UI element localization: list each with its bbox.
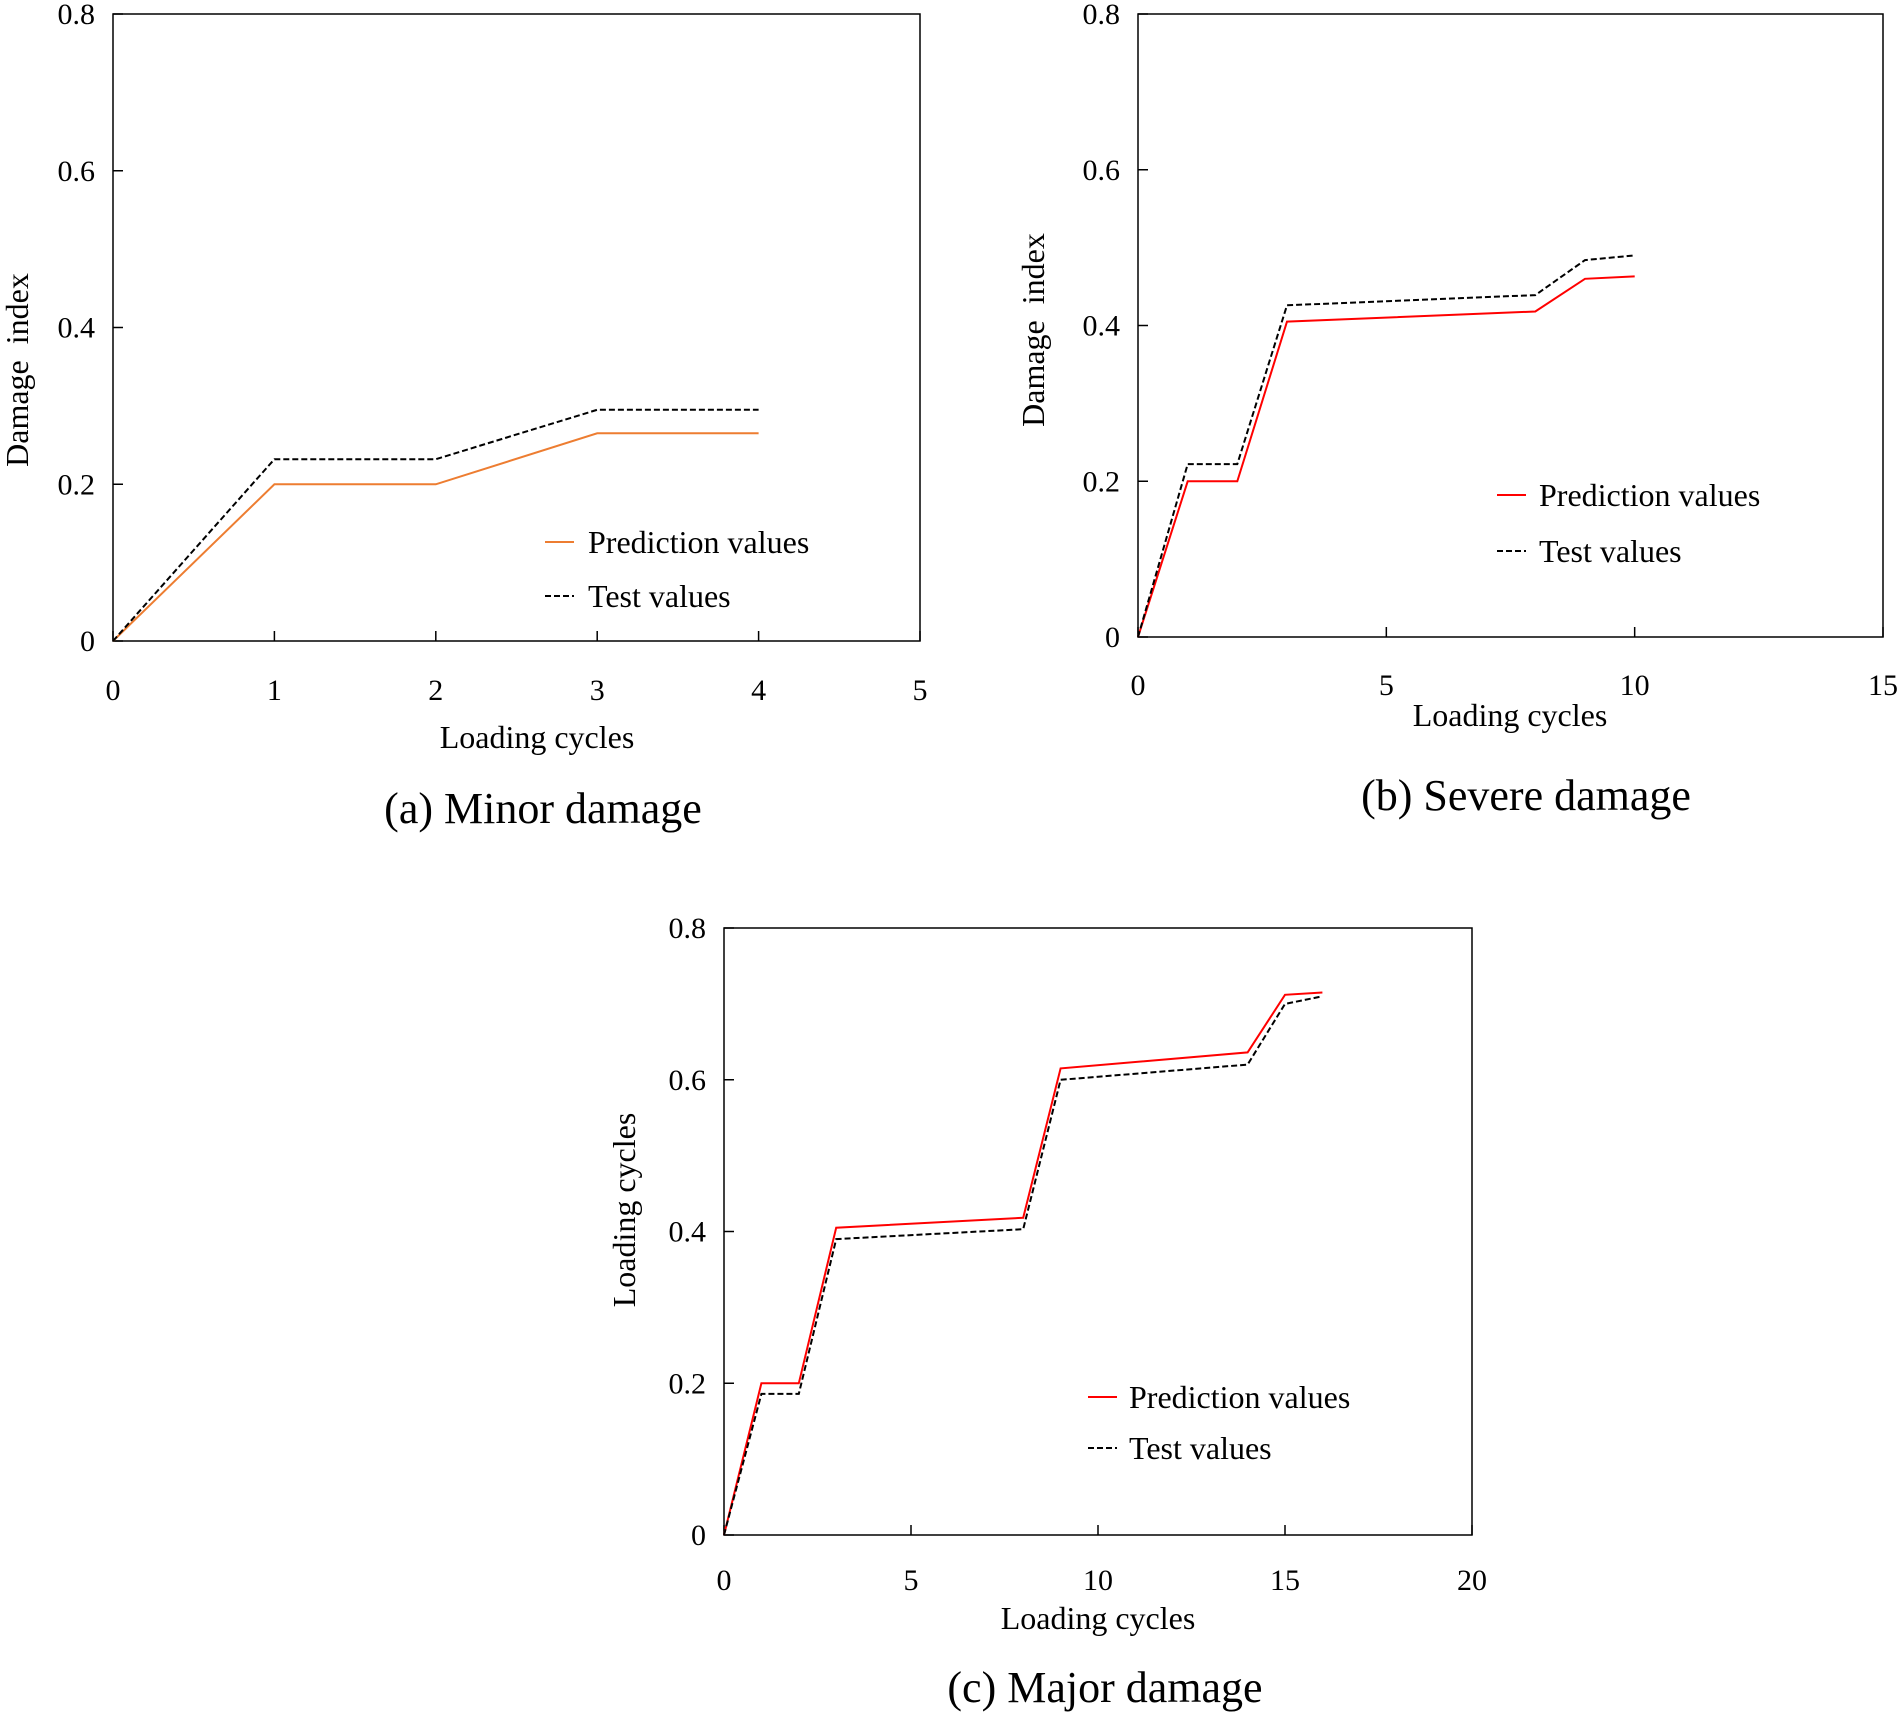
legend: Prediction values Test values (545, 524, 809, 614)
x-tick-label: 0 (717, 1564, 732, 1597)
y-tick-label: 0.6 (1083, 154, 1121, 187)
x-tick-label: 5 (913, 674, 928, 707)
legend: Prediction values Test values (1497, 477, 1760, 569)
legend-label-prediction: Prediction values (588, 524, 809, 560)
x-axis-label: Loading cycles (1413, 697, 1608, 733)
y-tick-label: 0 (1105, 621, 1120, 654)
y-tick-label: 0.2 (58, 468, 96, 501)
chart-caption: (c) Major damage (947, 1663, 1262, 1712)
x-tick-label: 2 (428, 674, 443, 707)
y-tick-label: 0.4 (58, 312, 96, 345)
x-tick-label: 1 (267, 674, 282, 707)
x-tick-label: 5 (1379, 669, 1394, 702)
series-line-prediction (723, 991, 1323, 1536)
y-tick-label: 0.2 (1083, 465, 1121, 498)
y-axis-label: Damage index (1015, 233, 1051, 427)
y-tick-label: 0.8 (1083, 0, 1121, 31)
y-tick-label: 0.6 (669, 1064, 707, 1097)
x-tick-label: 4 (751, 674, 766, 707)
legend-label-prediction: Prediction values (1539, 477, 1760, 513)
series-line-test (1137, 254, 1635, 638)
y-tick-label: 0.2 (669, 1367, 707, 1400)
x-tick-label: 5 (904, 1564, 919, 1597)
y-axis-label: Loading cycles (606, 1113, 642, 1308)
chart-caption: (b) Severe damage (1361, 771, 1691, 820)
y-tick-label: 0.6 (58, 155, 96, 188)
y-tick-label: 0.8 (58, 0, 96, 31)
x-tick-label: 15 (1868, 669, 1898, 702)
x-tick-label: 3 (590, 674, 605, 707)
y-tick-label: 0.4 (669, 1216, 707, 1249)
chart-panel-1: 0 5 10 15 0 0.2 0.4 0.6 0.8 Loading cycles Damage … (1015, 0, 1898, 820)
x-tick-label: 10 (1620, 669, 1650, 702)
chart-panel-2: 0 5 10 15 20 0 0.2 0.4 0.6 0.8 Loading cycles Loadi… (606, 912, 1487, 1712)
x-tick-label: 0 (106, 674, 121, 707)
chart-panel-0: 0 1 2 3 4 5 0 0.2 0.4 0.6 0.8 Loading cycles Damage … (0, 0, 928, 833)
x-tick-label: 10 (1083, 1564, 1113, 1597)
legend-label-prediction: Prediction values (1129, 1379, 1350, 1415)
legend-label-test: Test values (1129, 1430, 1272, 1466)
chart-caption: (a) Minor damage (384, 784, 702, 833)
y-tick-label: 0.8 (669, 912, 707, 945)
x-tick-label: 20 (1457, 1564, 1487, 1597)
plot-frame (1137, 13, 1884, 638)
legend: Prediction values Test values (1088, 1379, 1350, 1466)
y-tick-label: 0 (691, 1519, 706, 1552)
series-line-prediction (112, 432, 759, 642)
x-tick-label: 0 (1131, 669, 1146, 702)
series-line-prediction (1137, 275, 1635, 638)
x-tick-label: 15 (1270, 1564, 1300, 1597)
series-line-test (112, 408, 759, 642)
series-line-test (723, 995, 1323, 1536)
x-axis-label: Loading cycles (440, 719, 635, 755)
x-axis-label: Loading cycles (1001, 1600, 1196, 1636)
y-axis-label: Damage index (0, 273, 35, 467)
y-tick-label: 0.4 (1083, 310, 1121, 343)
y-tick-label: 0 (80, 625, 95, 658)
legend-label-test: Test values (588, 578, 731, 614)
legend-label-test: Test values (1539, 533, 1682, 569)
